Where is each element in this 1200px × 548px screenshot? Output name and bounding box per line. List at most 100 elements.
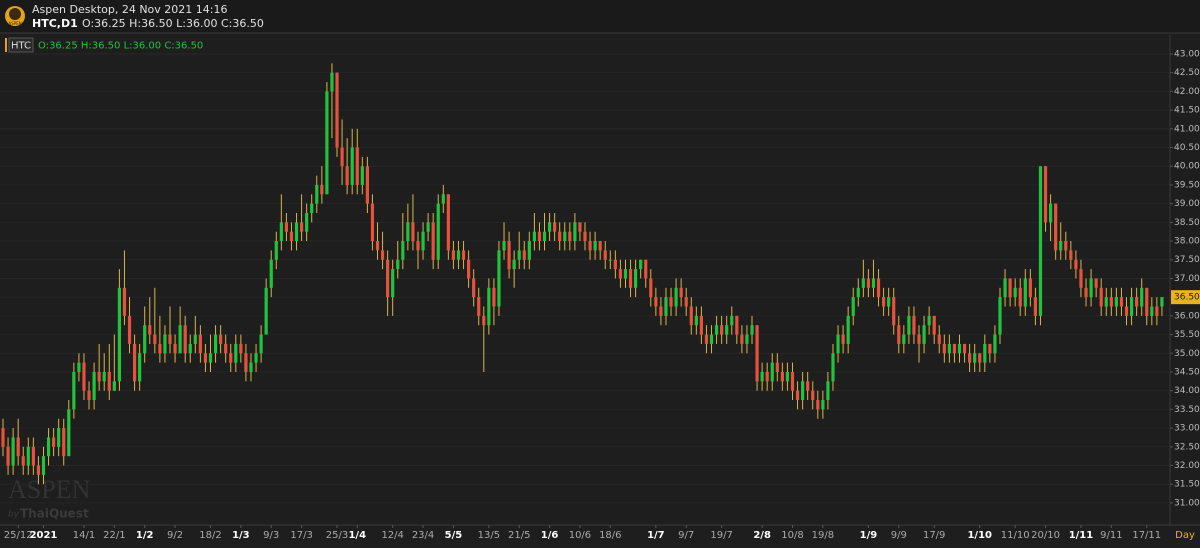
candle-body [31, 446, 35, 466]
candle-body [198, 334, 202, 354]
candle-body [16, 437, 20, 457]
candle-body [472, 278, 476, 298]
x-tick-label: 9/2 [167, 530, 183, 541]
x-tick-label: 1/10 [967, 530, 992, 541]
candle-body [608, 259, 612, 261]
candle-body [310, 203, 314, 213]
x-tick-label: 1/9 [860, 530, 878, 541]
candle-body [598, 241, 602, 251]
candle-body [1135, 297, 1139, 307]
x-tick-label: 2021 [30, 530, 58, 541]
candle-body [983, 343, 987, 363]
candle-body [1023, 278, 1027, 307]
candle-body [563, 231, 567, 242]
candle-body [370, 203, 375, 242]
x-tick-label: 19/7 [710, 530, 732, 541]
candle-body [315, 184, 319, 204]
candle-body [360, 166, 364, 185]
candle-body [517, 250, 521, 260]
logo-inner [9, 8, 21, 20]
candle-body [978, 353, 982, 363]
candle-body [401, 241, 405, 260]
candle-body [446, 194, 450, 251]
candle-body [1079, 269, 1083, 288]
app-title: Aspen Desktop, 24 Nov 2021 14:16 [32, 3, 227, 16]
candle-body [568, 231, 572, 242]
candle-body [148, 325, 152, 335]
candle-body [669, 297, 673, 307]
y-tick-label: 42.50 [1174, 68, 1200, 78]
candle-body [239, 343, 243, 354]
x-tick-label: 21/5 [508, 530, 530, 541]
candle-body [1064, 241, 1068, 251]
candle-body [143, 325, 147, 354]
candle-body [1059, 241, 1063, 251]
candle-body [183, 325, 187, 354]
candle-body [396, 259, 400, 270]
candle-body [1145, 287, 1149, 316]
candle-body [26, 446, 30, 466]
legend-ohlc: O:36.25 H:36.50 L:36.00 C:36.50 [38, 41, 203, 52]
candle-body [750, 325, 754, 335]
candle-body [603, 250, 607, 260]
candle-body [507, 241, 511, 270]
candle-body [219, 334, 223, 344]
candle-body [547, 222, 552, 232]
candle-body [229, 353, 233, 363]
candle-body [527, 241, 531, 260]
legend-symbol[interactable]: HTC [11, 41, 31, 52]
timeframe-box[interactable] [1172, 527, 1198, 542]
legend-box[interactable] [8, 37, 34, 53]
candle-body [122, 287, 127, 316]
candle-body [274, 241, 278, 260]
watermark-by: by [8, 510, 20, 520]
y-tick-label: 33.00 [1174, 424, 1200, 434]
candle-body [927, 315, 931, 326]
candle-body [821, 400, 825, 410]
candle-body [1033, 297, 1038, 316]
candle-body [866, 278, 871, 288]
candle-body [127, 315, 132, 344]
y-tick-label: 39.00 [1174, 199, 1200, 209]
y-tick-label: 32.50 [1174, 442, 1200, 452]
candle-body [208, 353, 213, 363]
candle-body [1008, 278, 1012, 298]
candle-body [264, 287, 268, 335]
candle-body [593, 241, 597, 251]
candle-body [871, 278, 876, 288]
header-ohlc: O:36.25 H:36.50 L:36.00 C:36.50 [82, 17, 264, 30]
y-tick-label: 39.50 [1174, 180, 1200, 190]
x-tick-label: 18/2 [199, 530, 221, 541]
candle-body [62, 428, 66, 457]
x-tick-label: 1/3 [232, 530, 250, 541]
candle-body [436, 203, 440, 260]
candle-body [224, 343, 228, 354]
candle-body [1049, 203, 1053, 223]
candle-body [1129, 297, 1134, 316]
candle-body [365, 166, 369, 204]
x-tick-label: 25/12 [4, 530, 33, 541]
candle-body [426, 222, 430, 232]
candle-body [305, 212, 309, 232]
timeframe[interactable]: Day [1175, 530, 1195, 541]
x-tick-label: 2/8 [753, 530, 771, 541]
candle-body [988, 343, 992, 354]
x-tick-label: 10/6 [569, 530, 591, 541]
x-tick-label: 9/7 [678, 530, 694, 541]
candle-body [841, 334, 845, 344]
candle-body [67, 409, 71, 457]
candle-body [244, 353, 248, 372]
y-tick-label: 31.50 [1174, 480, 1200, 490]
candle-body [102, 371, 106, 382]
last-price-label: 36.50 [1174, 293, 1200, 303]
candle-body [634, 269, 638, 288]
candle-body [163, 334, 167, 354]
candle-body [1150, 306, 1154, 316]
legend-marker [5, 38, 7, 52]
candle-body [851, 297, 855, 316]
candle-body [816, 400, 820, 410]
logo-text: ASPEN [8, 21, 21, 26]
candle-body [714, 325, 719, 335]
x-tick-label: 1/7 [647, 530, 665, 541]
candle-body [477, 297, 481, 316]
